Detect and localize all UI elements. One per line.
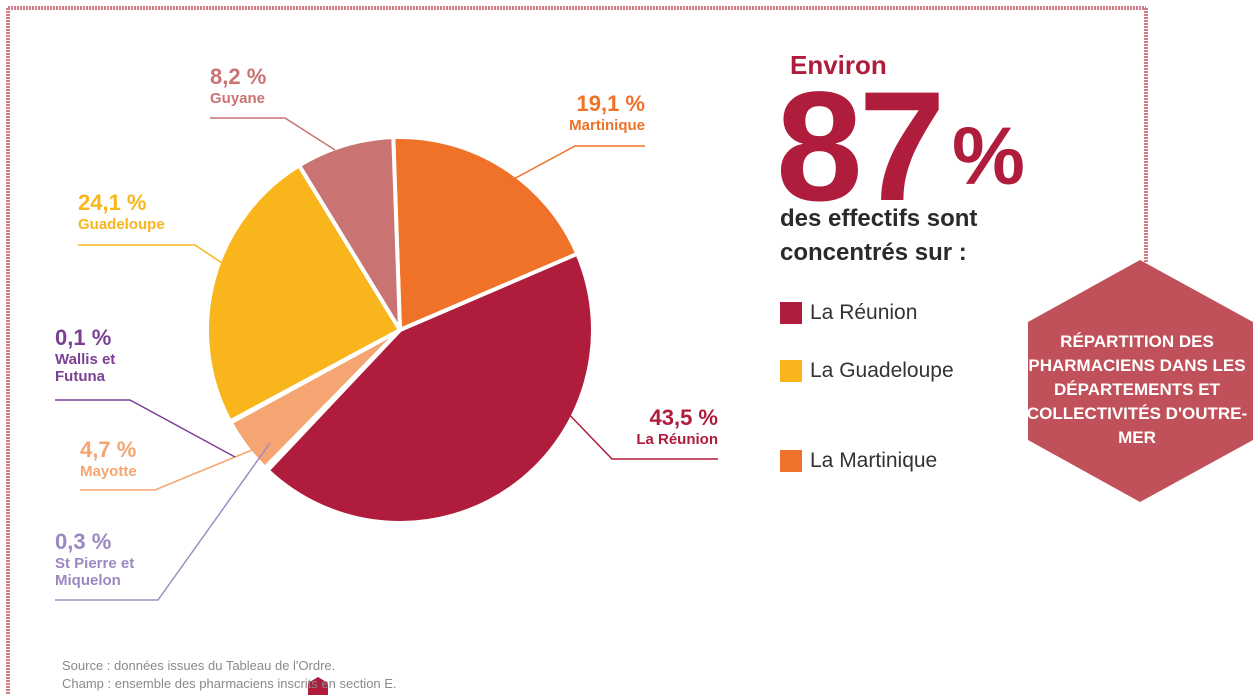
value-label: 43,5 % xyxy=(649,405,719,430)
slice-label: 43,5 % La Réunion xyxy=(558,405,718,448)
category-label: Mayotte xyxy=(80,463,137,480)
legend-swatch xyxy=(780,360,802,382)
headline-unit: % xyxy=(952,111,1025,202)
source: Source : données issues du Tableau de l'… xyxy=(62,658,336,673)
category-label: Guadeloupe xyxy=(78,216,165,233)
leader-line xyxy=(80,449,253,491)
legend-label: La Guadeloupe xyxy=(810,359,954,382)
category-label: La Réunion xyxy=(636,431,718,448)
pie xyxy=(205,135,595,525)
leader-line xyxy=(78,244,226,266)
value-label: 0,3 % xyxy=(55,529,112,554)
legend-label: La Réunion xyxy=(810,301,918,324)
legend-item: La Réunion xyxy=(780,301,917,325)
category-label: St Pierre et Miquelon xyxy=(55,555,135,589)
value-label: 4,7 % xyxy=(80,437,137,462)
legend-swatch xyxy=(780,450,802,472)
frame xyxy=(6,6,1148,695)
leader-line xyxy=(559,404,718,460)
headline-text: des effectifs sont concentrés sur : xyxy=(780,205,978,266)
pie-slice xyxy=(391,135,580,332)
legend-label: La Martinique xyxy=(810,449,938,472)
legend-swatch xyxy=(780,302,802,324)
leader-lines xyxy=(55,117,718,601)
category-label: Guyane xyxy=(210,90,266,107)
badge-text: RÉPARTITION DES PHARMACIENS DANS LES DÉP… xyxy=(1026,332,1248,447)
slice-label: 19,1 % Martinique xyxy=(485,91,645,134)
small-hexagon xyxy=(308,677,328,695)
slice-label: 0,3 % St Pierre et Miquelon xyxy=(55,529,160,589)
slice-label: 24,1 % Guadeloupe xyxy=(78,190,218,233)
value-label: 24,1 % xyxy=(78,190,147,215)
source: Champ : ensemble des pharmaciens inscrit… xyxy=(62,676,397,691)
headline-value: 87 xyxy=(776,60,946,234)
leader-line xyxy=(210,117,336,151)
value-label: 19,1 % xyxy=(576,91,646,116)
value-label: 8,2 % xyxy=(210,64,267,89)
leader-line xyxy=(511,145,645,181)
slice-label: 0,1 % Wallis et Futuna xyxy=(55,325,135,385)
legend-item: La Guadeloupe xyxy=(780,359,954,383)
value-label: 0,1 % xyxy=(55,325,112,350)
badge-hexagon xyxy=(1028,260,1253,502)
pie-slice xyxy=(265,251,595,525)
prefix: Environ xyxy=(790,50,887,80)
category-label: Martinique xyxy=(569,117,645,134)
slice-label: 4,7 % Mayotte xyxy=(80,437,200,480)
pie-slice xyxy=(205,163,402,424)
leader-line xyxy=(55,399,236,458)
legend-item: La Martinique xyxy=(780,449,937,473)
category-label: Wallis et Futuna xyxy=(55,351,116,385)
pie-slice xyxy=(297,135,402,332)
leader-line xyxy=(55,442,271,601)
slice-label: 8,2 % Guyane xyxy=(210,64,330,107)
